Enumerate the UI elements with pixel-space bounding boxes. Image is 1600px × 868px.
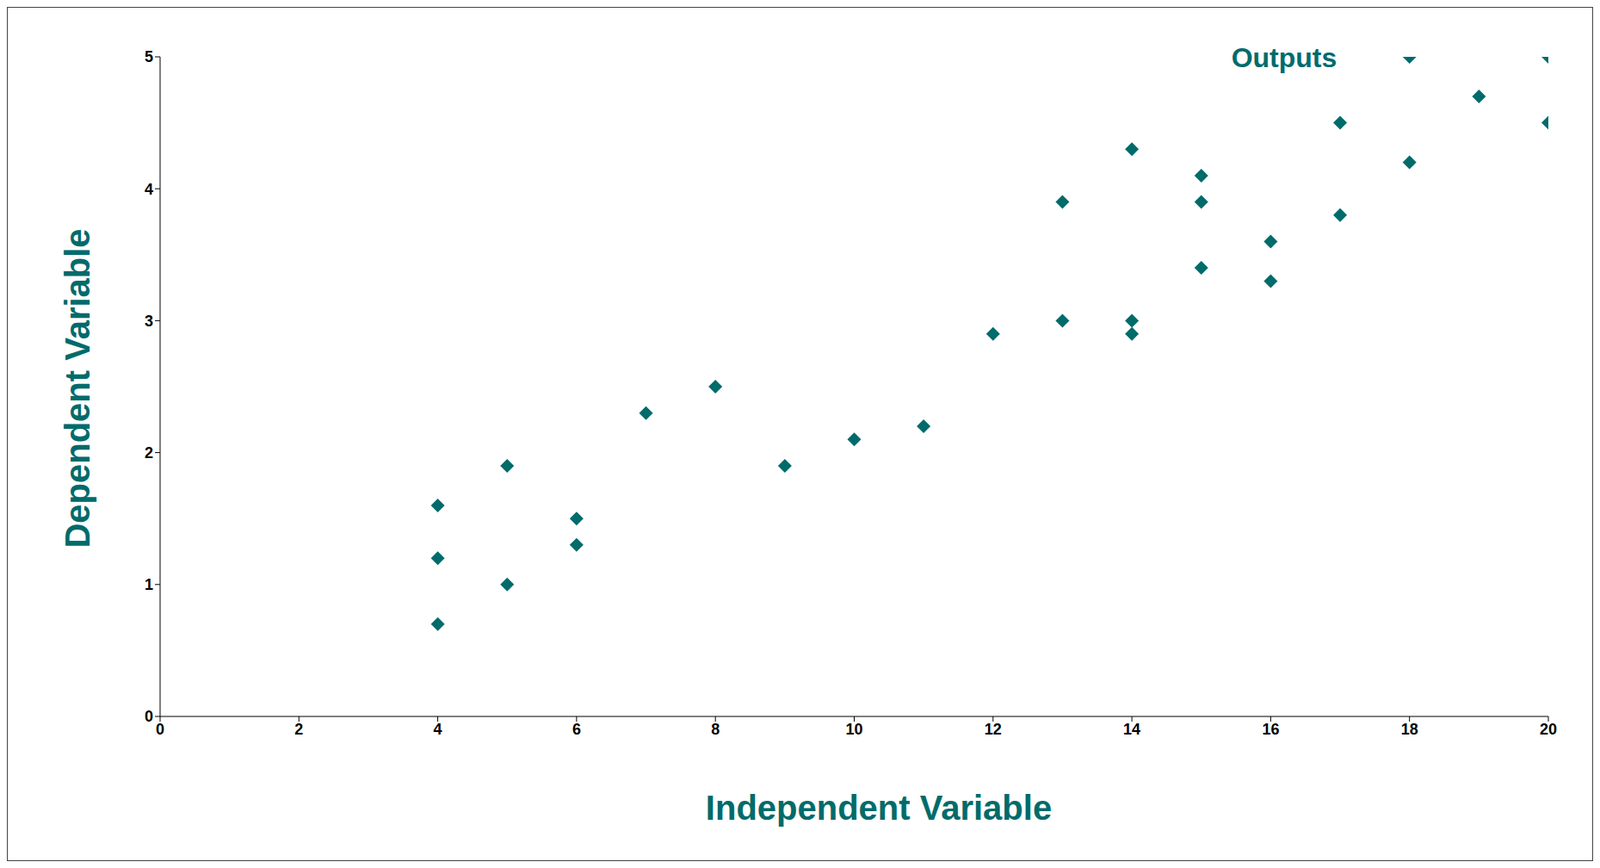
- svg-text:2: 2: [294, 720, 303, 738]
- svg-text:12: 12: [984, 720, 1002, 738]
- html-text:Outputs: Outputs: [1231, 41, 1337, 73]
- svg-text:4: 4: [433, 720, 443, 738]
- svg-text:5: 5: [144, 48, 154, 66]
- svg-text:0: 0: [155, 720, 165, 738]
- svg-text:20: 20: [1539, 720, 1557, 738]
- svg-text:3: 3: [144, 312, 154, 330]
- svg-text:14: 14: [1123, 720, 1141, 738]
- svg-text:8: 8: [710, 720, 720, 738]
- html-text:Dependent Variable: Dependent Variable: [58, 228, 96, 548]
- svg-text:18: 18: [1401, 720, 1419, 738]
- svg-text:10: 10: [845, 720, 863, 738]
- svg-text:2: 2: [144, 444, 154, 462]
- svg-text:0: 0: [144, 707, 154, 725]
- svg-text:1: 1: [144, 575, 154, 594]
- svg-text:4: 4: [144, 180, 154, 198]
- svg-text:6: 6: [572, 720, 581, 738]
- html-text:Independent Variable: Independent Variable: [705, 787, 1052, 826]
- svg-text:16: 16: [1261, 720, 1279, 738]
